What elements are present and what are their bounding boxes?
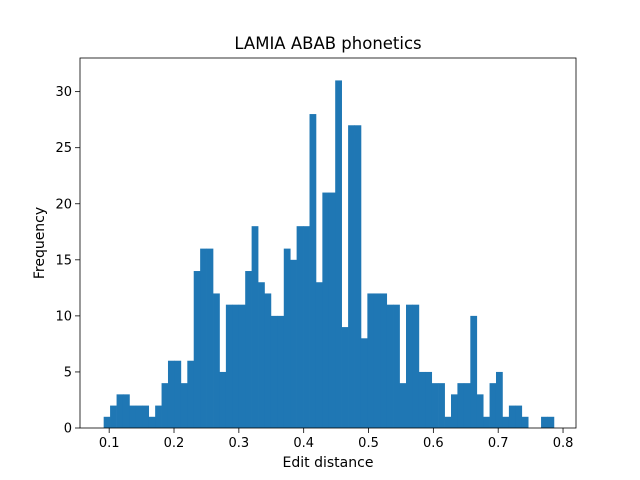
histogram-bar bbox=[457, 383, 465, 428]
histogram-bar bbox=[354, 125, 362, 429]
histogram-bar bbox=[238, 304, 246, 428]
histogram-bar bbox=[489, 383, 497, 428]
histogram-bar bbox=[380, 293, 388, 428]
histogram-bar bbox=[463, 383, 471, 428]
x-tick-label: 0.3 bbox=[229, 436, 250, 451]
histogram-bar bbox=[122, 394, 130, 428]
histogram-bar bbox=[406, 304, 413, 428]
histogram-bar bbox=[341, 327, 349, 428]
x-tick-label: 0.1 bbox=[99, 436, 120, 451]
histogram-bar bbox=[135, 405, 143, 428]
histogram-bar bbox=[541, 416, 548, 428]
histogram-bar bbox=[495, 371, 503, 428]
histogram-bar bbox=[521, 416, 529, 428]
histogram-bar bbox=[502, 416, 510, 428]
histogram-bar bbox=[515, 405, 523, 428]
histogram-bar bbox=[167, 360, 175, 428]
y-tick-label: 30 bbox=[55, 85, 72, 100]
histogram-bar bbox=[444, 416, 452, 428]
x-tick-label: 0.6 bbox=[423, 436, 444, 451]
histogram-bar bbox=[193, 271, 201, 428]
y-tick-label: 20 bbox=[55, 197, 72, 212]
histogram-bar bbox=[425, 371, 433, 428]
histogram-bar bbox=[245, 271, 252, 428]
histogram-bar bbox=[367, 293, 375, 428]
histogram-bar bbox=[232, 304, 240, 428]
histogram-bar bbox=[219, 371, 227, 428]
histogram-bar bbox=[335, 80, 342, 429]
histogram-bar bbox=[251, 226, 259, 428]
x-axis: 0.1 0.2 0.3 0.4 0.5 0.6 0.7 0.8 bbox=[99, 428, 574, 451]
histogram-bar bbox=[155, 405, 162, 428]
histogram-bar bbox=[264, 293, 272, 428]
histogram-bar bbox=[393, 304, 400, 428]
y-axis-label: Frequency bbox=[32, 207, 48, 279]
x-axis-label: Edit distance bbox=[283, 455, 374, 471]
histogram-bar bbox=[277, 315, 285, 428]
histogram-bar bbox=[451, 394, 458, 428]
x-tick-label: 0.5 bbox=[358, 436, 379, 451]
histogram-bar bbox=[412, 304, 420, 428]
histogram-bar bbox=[399, 383, 407, 428]
histogram-bar bbox=[303, 226, 310, 428]
y-tick-label: 10 bbox=[55, 309, 72, 324]
histogram-bar bbox=[187, 360, 195, 428]
x-tick-label: 0.7 bbox=[488, 436, 509, 451]
histogram-bar bbox=[373, 293, 381, 428]
histogram-bar bbox=[110, 405, 117, 428]
x-tick-label: 0.4 bbox=[293, 436, 314, 451]
histogram-bar bbox=[174, 360, 182, 428]
y-tick-label: 25 bbox=[55, 141, 72, 156]
histogram-bar bbox=[258, 282, 265, 428]
histogram-bar bbox=[309, 114, 317, 428]
plot-frame bbox=[79, 57, 577, 429]
y-tick-label: 0 bbox=[64, 422, 72, 437]
histogram-bar bbox=[483, 416, 490, 428]
histogram-bar bbox=[508, 405, 516, 428]
histogram-bar bbox=[547, 416, 555, 428]
histogram-bar bbox=[348, 125, 355, 429]
histogram-bar bbox=[200, 248, 207, 428]
histogram-bar bbox=[438, 383, 445, 428]
histogram-bar bbox=[386, 304, 394, 428]
histogram-bar bbox=[283, 248, 291, 428]
histogram-bar bbox=[431, 383, 439, 428]
histogram-bar bbox=[161, 383, 169, 428]
histogram-bar bbox=[270, 315, 278, 428]
histogram-bar bbox=[315, 282, 323, 428]
chart-title: LAMIA ABAB phonetics bbox=[234, 34, 421, 53]
bars-group bbox=[103, 80, 555, 429]
histogram-bar bbox=[296, 226, 304, 428]
histogram-bar bbox=[322, 192, 330, 428]
x-tick-label: 0.2 bbox=[164, 436, 185, 451]
y-tick-label: 5 bbox=[64, 365, 72, 380]
histogram-bar bbox=[290, 259, 297, 428]
histogram-bar bbox=[225, 304, 233, 428]
histogram-bar bbox=[328, 192, 336, 428]
histogram-bar bbox=[418, 371, 426, 428]
histogram-bar bbox=[213, 293, 220, 428]
y-tick-label: 15 bbox=[55, 253, 72, 268]
histogram-bar bbox=[116, 394, 124, 428]
histogram-bar bbox=[142, 405, 150, 428]
histogram-bar bbox=[360, 338, 368, 428]
histogram-bar bbox=[470, 315, 478, 428]
x-tick-label: 0.8 bbox=[553, 436, 574, 451]
histogram-bar bbox=[206, 248, 214, 428]
histogram-bar bbox=[103, 416, 111, 428]
histogram-bar bbox=[148, 416, 156, 428]
histogram-bar bbox=[476, 394, 484, 428]
histogram-bar bbox=[129, 405, 137, 428]
y-axis: 0 5 10 15 20 25 30 bbox=[55, 85, 80, 437]
histogram-bar bbox=[180, 383, 188, 428]
